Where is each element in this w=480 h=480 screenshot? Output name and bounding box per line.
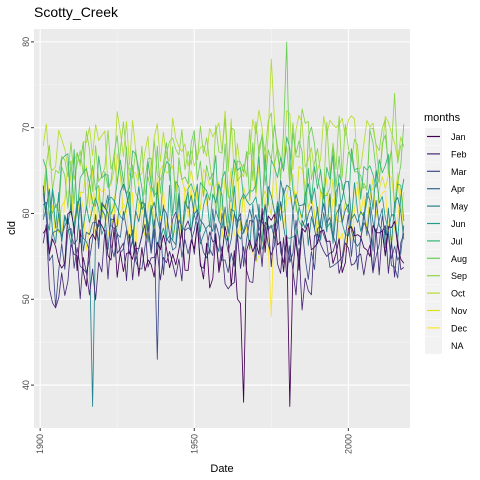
legend-label-jan: Jan [451,132,466,142]
legend-label-apr: Apr [451,184,465,194]
legend-label-nov: Nov [451,306,468,316]
y-tick-label: 70 [21,123,31,133]
series-lines [42,41,405,407]
y-axis-ticks: 40 50 60 70 80 [21,37,34,390]
legend-label-sep: Sep [451,271,467,281]
legend-label-dec: Dec [451,323,468,333]
y-tick-label: 80 [21,37,31,47]
legend-label-oct: Oct [451,289,466,299]
y-tick-label: 60 [21,208,31,218]
legend-key-bg [425,336,442,354]
y-axis-title: cld [6,221,18,235]
legend-items: Jan Feb Mar Apr May Jun Jul Aug Sep Oct Nov Dec NA [425,128,469,354]
chart-title: Scotty_Creek [34,4,119,20]
x-tick-label: 1900 [35,434,45,454]
x-tick-label: 2000 [343,434,353,454]
series-line-apr [42,199,405,264]
legend-label-may: May [451,202,469,212]
series-line-sep [42,92,404,196]
series-line-jan [42,207,405,407]
legend-title: months [424,112,461,124]
legend: months Jan Feb Mar Apr May Jun Jul Aug Sep Oct Nov… [424,112,469,354]
series-line-may [42,179,405,407]
y-tick-label: 50 [21,294,31,304]
legend-label-na: NA [451,341,464,351]
x-axis-title: Date [210,463,233,475]
legend-label-aug: Aug [451,254,467,264]
legend-label-feb: Feb [451,149,467,159]
legend-label-jun: Jun [451,219,466,229]
series-line-aug [42,41,405,218]
legend-label-jul: Jul [451,236,463,246]
legend-label-mar: Mar [451,167,467,177]
x-axis-ticks: 1900 1950 2000 [35,428,353,454]
series-line-feb [42,213,405,311]
y-tick-label: 40 [21,380,31,390]
x-tick-label: 1950 [189,434,199,454]
